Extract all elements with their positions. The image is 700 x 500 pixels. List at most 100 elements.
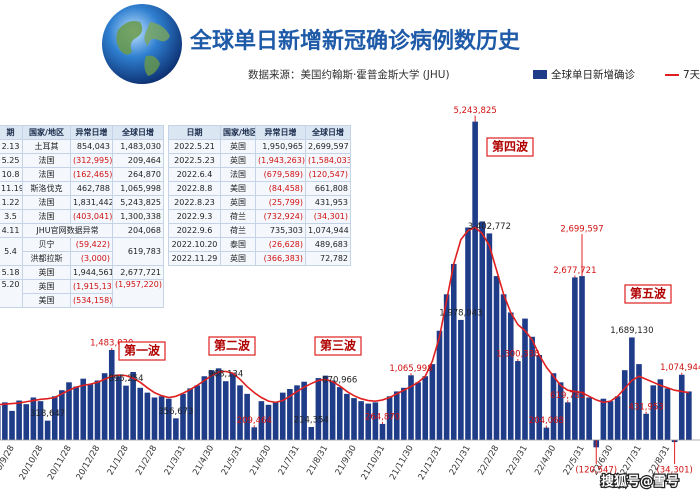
table-header-cell: 全球日增 <box>305 125 351 140</box>
table-cell: 489,683 <box>305 237 351 252</box>
table-cell: 斯洛伐克 <box>22 181 71 196</box>
data-label: 1,300,338 <box>496 350 539 360</box>
x-tick-label: 20/10/28 <box>18 444 46 482</box>
bar <box>586 397 592 440</box>
table-cell: (679,589) <box>255 167 306 182</box>
wave-box <box>208 336 256 356</box>
bar <box>386 396 393 440</box>
bar <box>108 349 115 440</box>
data-label: 214,354 <box>294 415 329 425</box>
bar <box>322 375 329 440</box>
bar <box>51 396 58 440</box>
bar <box>422 376 429 440</box>
bar <box>515 361 521 440</box>
table-header-cell: 期 <box>0 125 23 140</box>
table-cell: 2022.5.21 <box>168 139 221 154</box>
table-cell: 英国 <box>22 265 71 280</box>
table-cell: 1,950,965 <box>255 139 306 154</box>
x-tick-label: 20/12/28 <box>75 444 103 482</box>
x-tick-label: 21/6/30 <box>248 444 273 477</box>
bar <box>187 388 193 440</box>
data-label: 1,483,030 <box>90 338 133 348</box>
bar <box>657 379 664 440</box>
bar <box>450 263 457 440</box>
table-cell: 431,953 <box>305 195 351 210</box>
table-cell: 5.18 <box>0 265 23 280</box>
bar <box>308 426 315 440</box>
bar <box>493 276 500 440</box>
bar <box>2 402 8 440</box>
data-label: 870,966 <box>322 376 357 386</box>
table-cell: 荷兰 <box>220 223 256 238</box>
x-tick-label: 21/12/31 <box>417 444 445 482</box>
bar <box>507 312 514 440</box>
wave-label: 第五波 <box>630 286 667 301</box>
data-label: 2,699,597 <box>560 225 603 235</box>
bar <box>215 368 222 440</box>
table-cell: (25,799) <box>255 195 306 210</box>
table-cell: 2022.5.23 <box>168 153 221 168</box>
bar <box>393 391 400 440</box>
x-tick-label: 22/1/31 <box>448 444 473 477</box>
table-cell: 209,464 <box>112 153 164 168</box>
bar <box>443 294 450 440</box>
bar <box>643 413 649 440</box>
bar <box>401 387 407 440</box>
table-cell: 英国 <box>220 139 256 154</box>
data-table: 期国家/地区 异常日增 全球日增 2.13 土耳其 854,043 1,483,030 5.2… <box>0 125 164 308</box>
bar <box>73 386 79 440</box>
bar <box>16 400 22 440</box>
table-header-cell: 国家/地区 <box>220 125 256 140</box>
data-label: 1,978,043 <box>439 308 482 318</box>
bar <box>272 402 279 440</box>
bar <box>522 318 528 440</box>
table-cell: 5.4 <box>0 237 23 266</box>
table-header-cell: 国家/地区 <box>22 125 71 140</box>
bar <box>151 397 158 440</box>
bar <box>650 385 657 440</box>
bar <box>344 393 350 440</box>
table-cell: 2022.9.3 <box>168 209 221 224</box>
table-cell: 1,944,561 <box>70 265 113 280</box>
bar <box>614 396 621 440</box>
bar <box>358 401 364 440</box>
wave-box <box>314 336 362 356</box>
table-cell: 英国 <box>220 251 256 266</box>
chart-subtitle: 数据来源：美国约翰斯·霍普金斯大学 (JHU) <box>248 68 450 81</box>
table-cell: 1,831,442 <box>70 195 113 210</box>
table-cell: (3,000) <box>70 251 113 266</box>
bar <box>436 330 443 440</box>
bar <box>564 402 571 440</box>
table-cell: JHU官网数据异常 <box>22 223 113 238</box>
bar <box>408 375 414 440</box>
bar <box>479 221 486 440</box>
x-tick-label: 21/3/31 <box>163 444 188 477</box>
bar <box>465 227 471 440</box>
table-row: 2022.8.8 美国 (84,458) 661,808 <box>168 181 351 196</box>
table-row: 2022.9.3 荷兰 (732,924) (34,301) <box>168 209 351 224</box>
table-row: 4.11 JHU官网数据异常 204,068 <box>0 223 164 238</box>
x-tick-label: 22/3/31 <box>505 444 530 477</box>
table-cell: 5,243,825 <box>112 195 164 210</box>
bar <box>116 376 122 440</box>
bar <box>607 401 614 440</box>
data-label: 968,134 <box>208 370 243 380</box>
bar <box>59 390 65 440</box>
bar <box>686 391 692 440</box>
line-series <box>0 226 690 406</box>
table-cell: (84,458) <box>255 181 306 196</box>
bar <box>379 423 386 440</box>
x-tick-label: 21/7/31 <box>277 444 302 477</box>
table-cell: 1,065,998 <box>112 181 164 196</box>
table-row: 5.18 英国 1,944,561 2,677,721 <box>0 265 164 280</box>
table-cell: 美国 <box>22 293 71 308</box>
table-row: 10.8 法国 (162,465) 264,870 <box>0 167 164 182</box>
table-cell: (34,301) <box>305 209 351 224</box>
x-tick-label: 20/11/28 <box>46 444 74 482</box>
bar <box>279 392 286 440</box>
table-cell: 5.25 <box>0 153 23 168</box>
bar <box>208 370 215 440</box>
bar <box>664 388 671 440</box>
table-row: 3.5 法国 (403,041) 1,300,338 <box>0 209 164 224</box>
